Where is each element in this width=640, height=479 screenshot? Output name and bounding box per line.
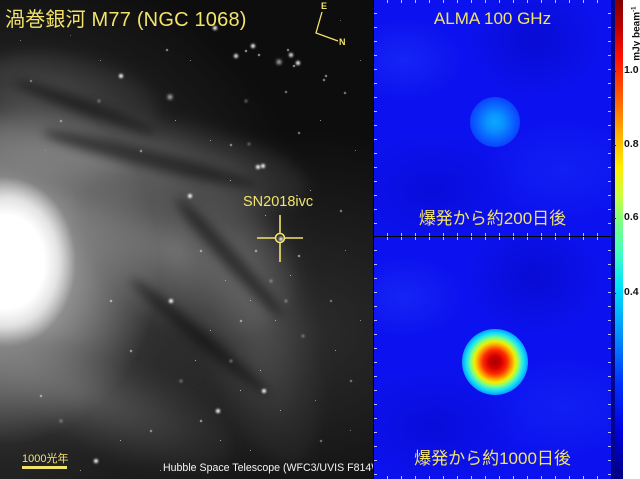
- unit-text: mJy beam: [631, 11, 640, 61]
- alma-title: ALMA 100 GHz: [433, 9, 552, 28]
- colorbar-tick-label: 0.8: [624, 138, 639, 150]
- compass-north-label: N: [339, 37, 346, 47]
- colorbar-unit-label: mJy beam-1: [631, 4, 640, 64]
- image-title: 渦巻銀河 M77 (NGC 1068): [5, 9, 247, 31]
- alma-panel-1000-days: 爆発から約1000日後: [374, 237, 611, 479]
- unit-exponent: -1: [631, 6, 638, 12]
- alma-panel-200-days: ALMA 100 GHz 爆発から約200日後: [374, 0, 611, 236]
- epoch-label-1000-days: 爆発から約1000日後: [414, 449, 571, 468]
- colorbar-tick: [613, 293, 616, 294]
- axis-ticks: [374, 237, 377, 479]
- colorbar-tick-label: 0.4: [624, 286, 639, 298]
- compass-arrow-icon: [315, 11, 339, 42]
- axis-ticks: [608, 237, 611, 479]
- axis-ticks: [374, 237, 611, 240]
- axis-ticks: [608, 0, 611, 236]
- axis-ticks: [374, 476, 611, 479]
- colorbar-tick: [613, 71, 616, 72]
- overlay-graphics: [257, 11, 339, 262]
- axis-ticks: [374, 0, 611, 3]
- supernova-crosshair-icon: [257, 215, 303, 262]
- colorbar-tick: [613, 218, 616, 219]
- radio-emission-source: [462, 329, 528, 395]
- colorbar-tick-label: 1.0: [624, 64, 639, 76]
- scale-bar: [22, 466, 67, 469]
- colorbar-frame: [611, 0, 615, 479]
- colorbar: [615, 0, 623, 479]
- supernova-label: SN2018ivc: [243, 194, 314, 210]
- image-credit: Hubble Space Telescope (WFC3/UVIS F814W): [163, 462, 373, 474]
- colorbar-tick-label: 0.6: [624, 211, 639, 223]
- colorbar-tick: [613, 145, 616, 146]
- radio-emission-source: [470, 97, 520, 147]
- hubble-image-panel: E N 渦巻銀河 M77 (NGC 1068) SN2018ivc 1000光年…: [0, 0, 373, 479]
- epoch-label-200-days: 爆発から約200日後: [418, 209, 567, 228]
- compass-east-label: E: [321, 1, 328, 11]
- axis-ticks: [374, 233, 611, 236]
- axis-ticks: [374, 0, 377, 236]
- scale-bar-label: 1000光年: [22, 453, 69, 465]
